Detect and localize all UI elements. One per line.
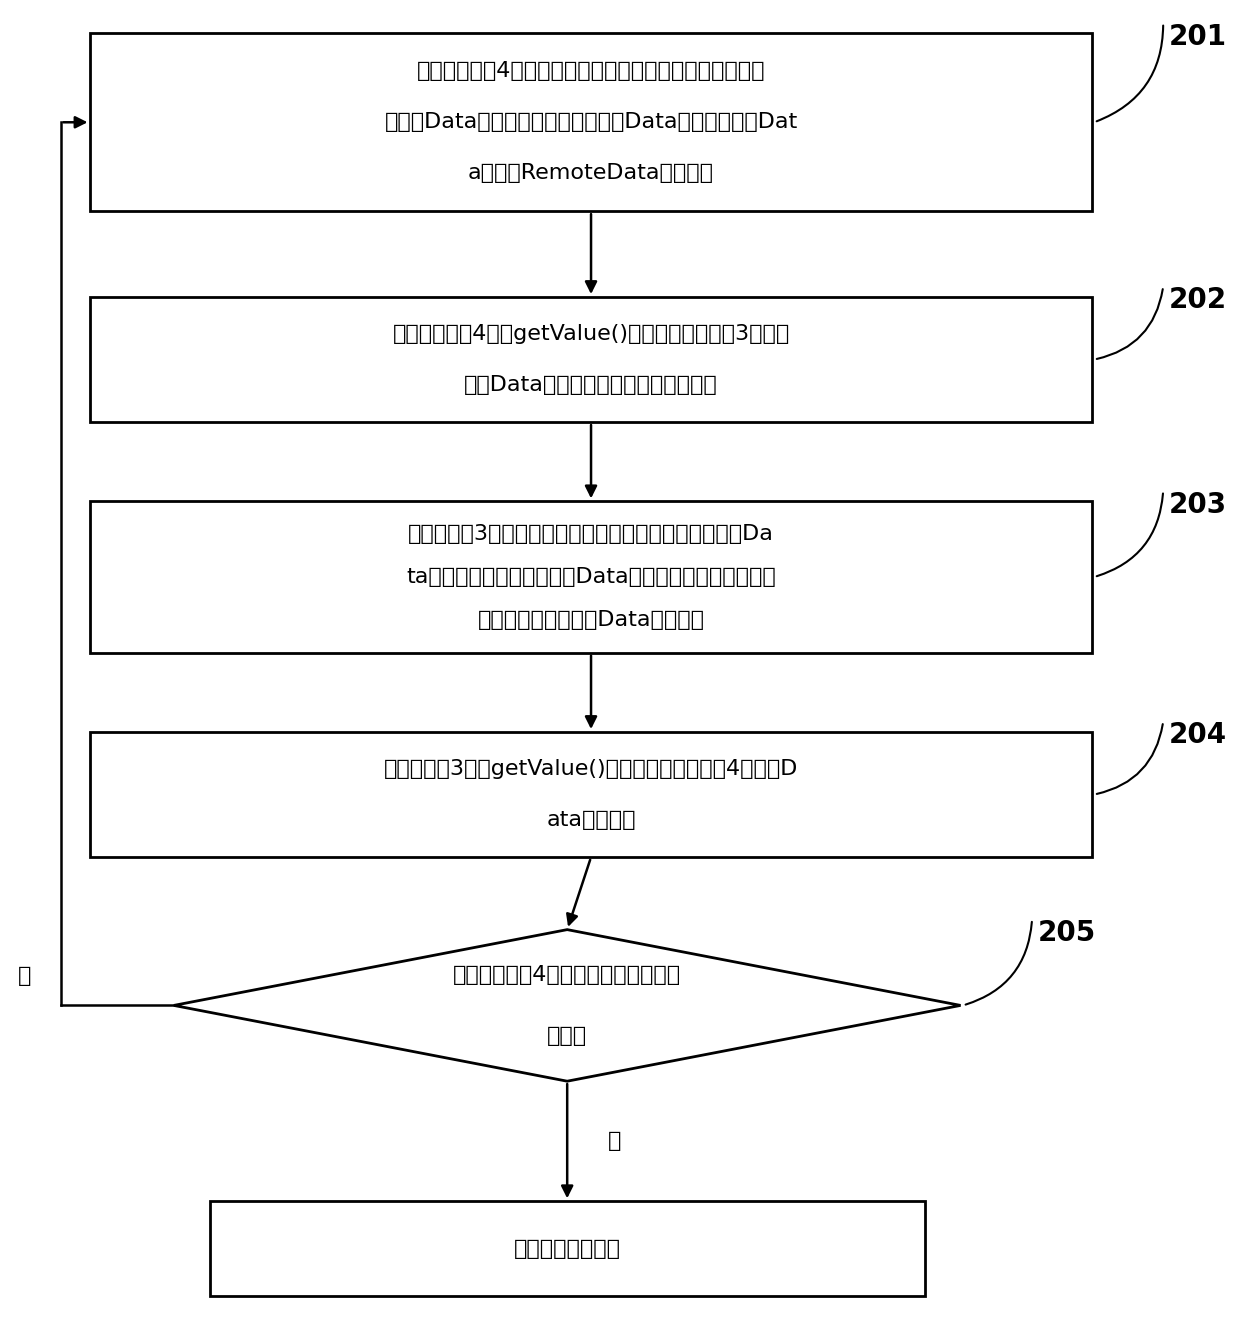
Text: 否: 否 bbox=[19, 966, 31, 986]
Text: 201: 201 bbox=[1169, 23, 1228, 51]
Text: 遍历完: 遍历完 bbox=[547, 1026, 588, 1046]
Text: 数据获取装畖4通过getValue()方法向下位机装畖3发送获: 数据获取装畖4通过getValue()方法向下位机装畖3发送获 bbox=[392, 325, 790, 345]
FancyBboxPatch shape bbox=[91, 731, 1091, 856]
Text: 202: 202 bbox=[1169, 286, 1228, 314]
FancyBboxPatch shape bbox=[210, 1201, 925, 1296]
Text: 数据获取装畖4遍历数据采集列表，所述数据采集列表中包: 数据获取装畖4遍历数据采集列表，所述数据采集列表中包 bbox=[417, 61, 765, 81]
Text: 下位机装畖3通过getValue()方法向数据获取装畖4返回该D: 下位机装畖3通过getValue()方法向数据获取装畖4返回该D bbox=[384, 759, 799, 779]
Text: ata对象的値: ata对象的値 bbox=[547, 810, 636, 830]
Text: 结束一次采集过程: 结束一次采集过程 bbox=[513, 1239, 621, 1259]
Text: a对象的RemoteData远程接口: a对象的RemoteData远程接口 bbox=[467, 163, 714, 182]
Text: 取该Data对象的値的单个数据采集请求: 取该Data对象的値的单个数据采集请求 bbox=[464, 374, 718, 394]
Text: 下位机装畖3收到所述单个数据采集请求后，采集对应该Da: 下位机装畖3收到所述单个数据采集请求后，采集对应该Da bbox=[408, 523, 774, 543]
Text: 含多个Data对象，在列表中提取一个Data对象并调用该Dat: 含多个Data对象，在列表中提取一个Data对象并调用该Dat bbox=[384, 112, 797, 132]
FancyBboxPatch shape bbox=[91, 33, 1091, 212]
Text: 205: 205 bbox=[1038, 919, 1096, 947]
FancyBboxPatch shape bbox=[91, 501, 1091, 653]
Text: 203: 203 bbox=[1169, 490, 1228, 518]
Text: 204: 204 bbox=[1169, 722, 1228, 750]
Text: 到的工艺数据作为该Data对象的値: 到的工艺数据作为该Data对象的値 bbox=[477, 610, 704, 630]
Text: 是: 是 bbox=[608, 1131, 621, 1151]
Text: ta对象的工艺数据，并对该Data对象执行写操作，将采集: ta对象的工艺数据，并对该Data对象执行写操作，将采集 bbox=[407, 567, 776, 587]
FancyBboxPatch shape bbox=[91, 297, 1091, 422]
Text: 数据获取装畖4判断数据采集列表是否: 数据获取装畖4判断数据采集列表是否 bbox=[453, 966, 681, 986]
Polygon shape bbox=[174, 930, 961, 1082]
